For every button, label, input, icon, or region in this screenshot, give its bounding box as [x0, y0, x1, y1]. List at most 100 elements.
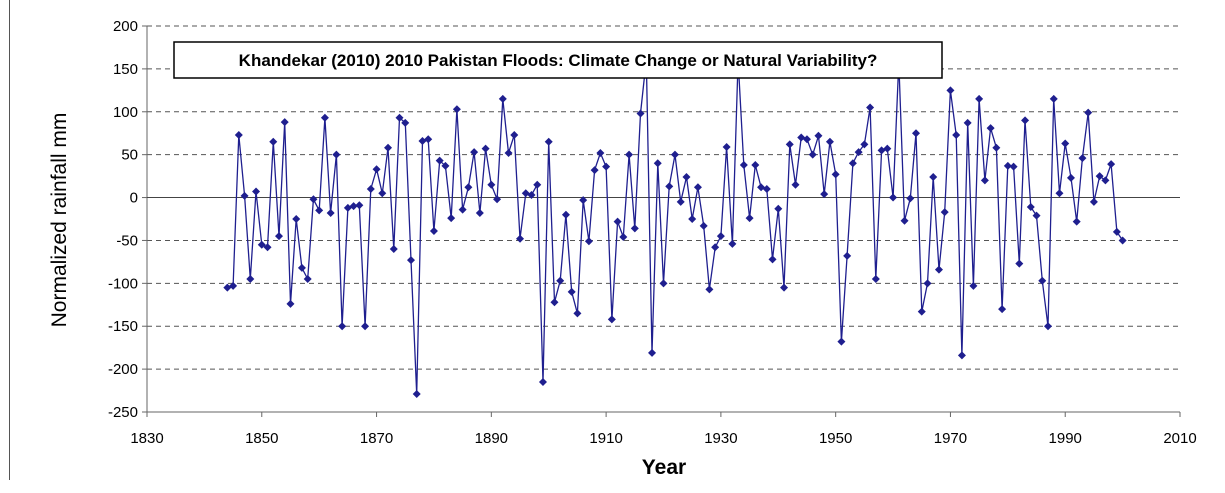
- data-point: [745, 214, 754, 223]
- data-point: [774, 204, 783, 213]
- data-point: [1101, 176, 1110, 185]
- data-point: [699, 221, 708, 230]
- data-point: [1044, 322, 1053, 331]
- y-tick-label: -100: [108, 275, 138, 292]
- data-point: [292, 215, 301, 223]
- data-point: [406, 256, 415, 265]
- data-point: [613, 217, 622, 226]
- data-point: [820, 190, 829, 199]
- data-point: [1107, 160, 1116, 169]
- data-point: [843, 251, 852, 260]
- series-line: [227, 58, 1124, 395]
- data-point: [607, 315, 616, 324]
- data-point: [315, 206, 324, 215]
- data-point: [1061, 139, 1070, 148]
- data-point: [1015, 259, 1024, 268]
- data-point: [1049, 94, 1058, 103]
- data-point: [992, 143, 1001, 152]
- data-point: [797, 133, 806, 142]
- data-point: [1095, 172, 1104, 181]
- data-point: [854, 148, 863, 157]
- data-point: [900, 216, 909, 225]
- data-point: [521, 189, 530, 198]
- data-point: [952, 130, 961, 139]
- data-point: [269, 137, 278, 146]
- y-tick-label: -200: [108, 361, 138, 378]
- data-point: [326, 208, 335, 217]
- data-point: [1055, 189, 1064, 198]
- data-point: [561, 210, 570, 219]
- data-point: [527, 190, 536, 199]
- data-point: [957, 351, 966, 360]
- data-point: [234, 130, 243, 139]
- data-point: [366, 184, 375, 193]
- data-point: [940, 208, 949, 217]
- data-point: [625, 150, 634, 159]
- data-point: [676, 197, 685, 206]
- data-point: [429, 227, 438, 236]
- data-point: [917, 307, 926, 316]
- data-point: [533, 180, 542, 189]
- axes: [142, 25, 1181, 417]
- data-point: [596, 148, 605, 157]
- data-point: [602, 162, 611, 171]
- data-point: [246, 275, 255, 284]
- data-point: [1112, 227, 1121, 236]
- data-point: [808, 150, 817, 159]
- data-point: [447, 214, 456, 223]
- data-point: [280, 118, 289, 127]
- data-point: [452, 105, 461, 114]
- chart-title-box: [173, 41, 943, 79]
- data-point: [780, 283, 789, 292]
- data-point: [424, 135, 433, 144]
- x-tick-label: 1990: [1049, 430, 1082, 447]
- data-point: [969, 281, 978, 290]
- data-point: [802, 135, 811, 144]
- data-point: [481, 144, 490, 153]
- data-point: [441, 161, 450, 170]
- y-tick-label: 200: [113, 18, 138, 35]
- data-point: [567, 287, 576, 296]
- data-point: [493, 195, 502, 204]
- data-point: [1084, 108, 1093, 117]
- data-point: [538, 377, 547, 386]
- data-point: [263, 243, 272, 252]
- y-tick-label: -250: [108, 404, 138, 421]
- data-point: [1009, 162, 1018, 171]
- data-point: [389, 245, 398, 254]
- data-point: [355, 201, 364, 210]
- data-point: [980, 176, 989, 185]
- x-axis-label: Year: [642, 456, 686, 479]
- data-point: [1078, 154, 1087, 163]
- data-point: [240, 191, 249, 200]
- data-point: [739, 160, 748, 169]
- data-point: [1118, 236, 1127, 245]
- data-point: [653, 159, 662, 168]
- x-tick-label: 1910: [589, 430, 622, 447]
- data-point: [338, 322, 347, 331]
- data-point: [785, 140, 794, 149]
- data-point: [889, 193, 898, 202]
- x-tick-label: 1850: [245, 430, 278, 447]
- data-point: [975, 94, 984, 103]
- data-point: [401, 118, 410, 127]
- data-point: [860, 140, 869, 149]
- series-rainfall: [223, 55, 1127, 398]
- data-point: [550, 298, 559, 307]
- data-point: [883, 144, 892, 153]
- data-point: [516, 234, 525, 243]
- data-point: [877, 146, 886, 155]
- data-point: [458, 205, 467, 214]
- data-point: [504, 148, 513, 157]
- data-point: [487, 180, 496, 189]
- data-point: [297, 263, 306, 272]
- data-point: [349, 202, 358, 211]
- data-point: [573, 309, 582, 318]
- y-tick-label: 0: [130, 190, 138, 207]
- data-point: [1026, 202, 1035, 211]
- data-point: [332, 150, 341, 159]
- data-point: [384, 143, 393, 152]
- y-tick-label: 100: [113, 104, 138, 121]
- data-point: [372, 165, 381, 174]
